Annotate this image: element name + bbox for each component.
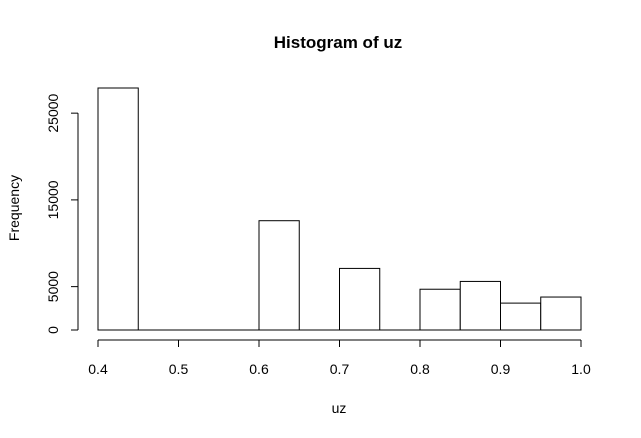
x-tick-label: 0.9 xyxy=(491,361,511,377)
x-axis: 0.4 0.5 0.6 0.7 0.8 0.9 1.0 xyxy=(88,339,591,377)
histogram-bar xyxy=(339,267,381,331)
x-tick-label: 0.6 xyxy=(249,361,269,377)
chart-title: Histogram of uz xyxy=(274,33,402,52)
y-tick-label: 25000 xyxy=(45,93,61,132)
y-tick-label: 5000 xyxy=(45,271,61,302)
histogram-bar xyxy=(419,288,461,331)
histogram-bar xyxy=(258,220,300,331)
x-tick-label: 0.7 xyxy=(330,361,350,377)
bars-group xyxy=(97,87,582,331)
y-tick-label: 15000 xyxy=(45,180,61,219)
y-axis-label: Frequency xyxy=(6,175,22,241)
x-tick-label: 0.8 xyxy=(410,361,430,377)
x-tick-label: 1.0 xyxy=(571,361,591,377)
y-tick-label: 0 xyxy=(45,326,61,334)
histogram-bar xyxy=(540,296,582,331)
x-tick-label: 0.4 xyxy=(88,361,108,377)
histogram-bar xyxy=(459,280,501,331)
x-axis-label: uz xyxy=(332,400,347,416)
histogram-bar xyxy=(97,87,139,331)
y-axis: 0 5000 15000 25000 xyxy=(45,93,79,334)
x-tick-label: 0.5 xyxy=(169,361,189,377)
histogram-bar xyxy=(500,302,542,331)
